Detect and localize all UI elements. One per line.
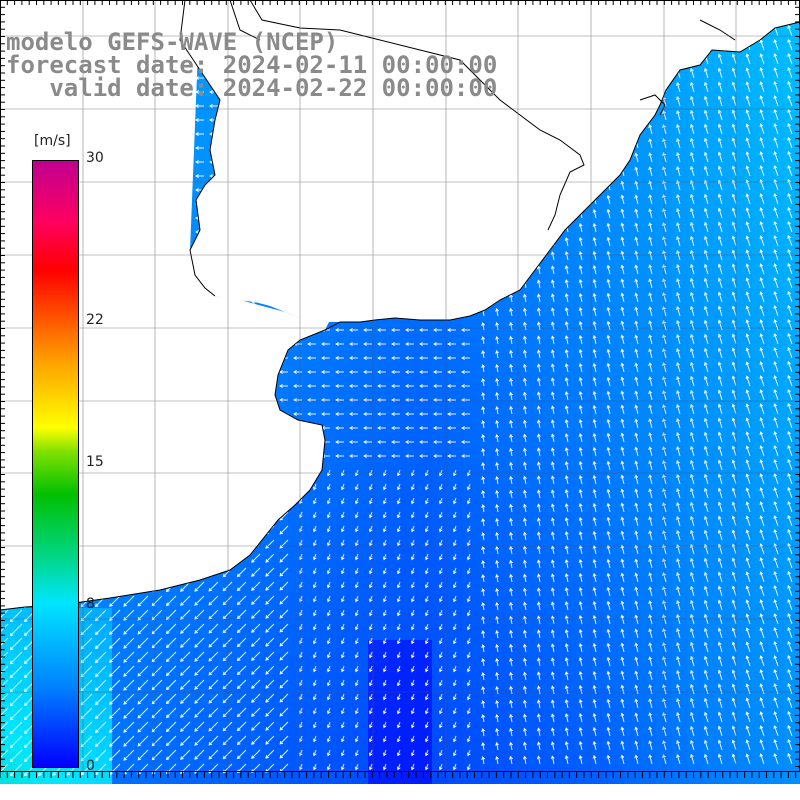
colorbar-tick-0: 0 (86, 758, 95, 774)
colorbar-tick-30: 30 (86, 150, 104, 166)
colorbar-units: [m/s] (34, 133, 71, 149)
colorbar (32, 160, 79, 768)
coastline (0, 0, 800, 611)
land-mass (0, 0, 800, 322)
colorbar-tick-22: 22 (86, 312, 104, 329)
valid-date: valid date: 2024-02-22 00:00:00 (6, 74, 498, 102)
colorbar-tick-8: 8 (86, 595, 95, 612)
forecast-date: forecast date: 2024-02-11 00:00:00 (6, 51, 498, 79)
lat-lon-grid (0, 0, 800, 772)
land-mass-south (0, 0, 330, 610)
model-title: modelo GEFS-WAVE (NCEP) (6, 28, 339, 56)
colorbar-tick-15: 15 (86, 454, 104, 470)
